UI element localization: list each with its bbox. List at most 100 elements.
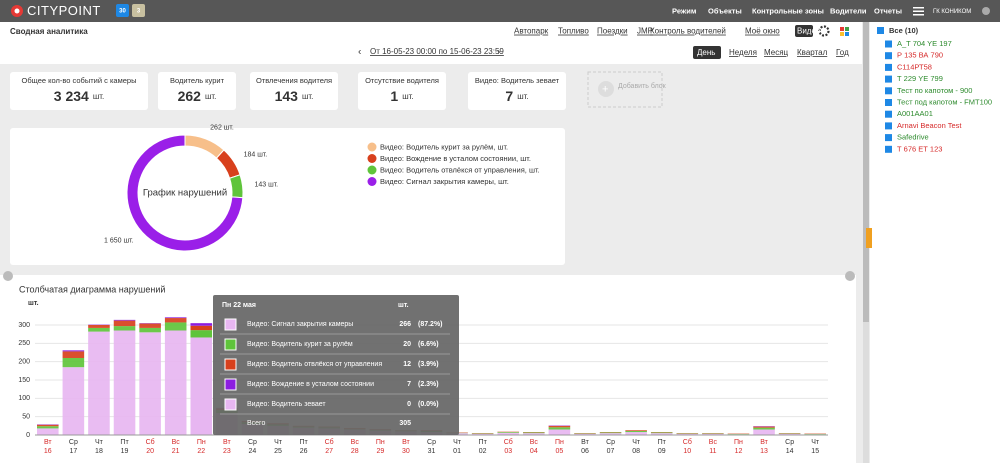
vehicle-name[interactable]: Т 229 YE 799 <box>897 74 943 83</box>
x-tick-day: 21 <box>172 448 180 455</box>
donut-segment <box>230 175 243 198</box>
checkbox[interactable] <box>885 76 892 83</box>
x-tick-weekday: Вс <box>351 439 360 446</box>
tooltip-value: 20 <box>403 341 411 348</box>
panel-menu[interactable] <box>3 271 13 281</box>
donut-value-label: 184 шт. <box>244 152 268 159</box>
tab[interactable]: Поездки <box>597 27 628 36</box>
x-tick-weekday: Вт <box>44 439 52 446</box>
checkbox[interactable] <box>885 64 892 71</box>
apps-icon[interactable] <box>845 32 849 36</box>
period-option[interactable]: Месяц <box>764 48 789 57</box>
nav-item[interactable]: Отчеты <box>874 6 902 15</box>
sidebar-all[interactable]: Все (10) <box>889 26 919 35</box>
x-tick-day: 24 <box>249 448 257 455</box>
checkbox[interactable] <box>877 27 884 34</box>
kpi-label: Водитель курит <box>170 76 225 85</box>
donut-value-label: 262 шт. <box>210 125 234 132</box>
apps-icon[interactable] <box>845 27 849 31</box>
period-option[interactable]: Неделя <box>729 48 757 57</box>
legend-label: Видео: Водитель курит за рулём, шт. <box>380 142 508 151</box>
kpi-unit: шт. <box>402 92 413 101</box>
bar-segment <box>139 324 161 328</box>
user-name[interactable]: ГК КОНИКОМ <box>933 9 971 15</box>
tab[interactable]: Автопарк <box>514 27 549 36</box>
tab[interactable]: Моё окно <box>745 27 780 36</box>
x-tick-day: 08 <box>632 448 640 455</box>
kpi-label: Отвлечения водителя <box>256 76 332 85</box>
tab[interactable]: Топливо <box>558 27 589 36</box>
vehicle-name[interactable]: Safedrive <box>897 133 929 142</box>
vehicle-name[interactable]: Arnavi Beacon Test <box>897 121 962 130</box>
apps-icon[interactable] <box>840 32 844 36</box>
vehicle-name[interactable]: Тест по капотом - 900 <box>897 86 972 95</box>
tooltip-series: Видео: Вождение в усталом состоянии <box>247 381 374 388</box>
tab[interactable]: Контроль водителей <box>650 27 726 36</box>
period-option[interactable]: Год <box>836 48 849 57</box>
vehicle-name[interactable]: A001AA01 <box>897 109 933 118</box>
nav-item[interactable]: Контрольные зоны <box>752 6 824 15</box>
x-tick-day: 26 <box>300 448 308 455</box>
vehicle-name[interactable]: A_T 704 YE 197 <box>897 39 952 48</box>
scrollbar-thumb[interactable] <box>863 22 869 322</box>
kpi-number: 262 <box>178 88 202 104</box>
nav-item[interactable]: Водители <box>830 6 867 15</box>
checkbox[interactable] <box>885 99 892 106</box>
tooltip-total: 305 <box>399 420 411 427</box>
next-arrow[interactable]: › <box>497 47 500 58</box>
checkbox[interactable] <box>885 111 892 118</box>
tooltip-pct: (0.0%) <box>418 401 439 408</box>
x-tick-day: 22 <box>197 448 205 455</box>
bar-segment <box>549 427 571 429</box>
nav-item[interactable]: Режим <box>672 6 697 15</box>
vehicle-name[interactable]: Р 135 ВА 790 <box>897 51 943 60</box>
bar-segment <box>753 428 775 430</box>
tooltip-series: Видео: Сигнал закрытия камеры <box>247 321 353 328</box>
nav-item[interactable]: Объекты <box>708 6 742 15</box>
kpi-number: 7 <box>505 88 513 104</box>
x-tick-weekday: Сб <box>146 438 155 446</box>
bar-segment <box>139 328 161 332</box>
x-tick-day: 18 <box>95 448 103 455</box>
vehicle-name[interactable]: Тест под капотом - FMT100 <box>897 97 992 106</box>
bar-segment <box>139 332 161 435</box>
x-tick-weekday: Сб <box>683 438 692 446</box>
date-range[interactable]: От 16-05-23 00:00 по 15-06-23 23:59 <box>370 47 504 56</box>
tooltip-pct: (6.6%) <box>418 341 439 348</box>
period-option[interactable]: Квартал <box>797 48 828 57</box>
checkbox[interactable] <box>885 41 892 48</box>
user-icon[interactable] <box>982 7 990 15</box>
x-tick-weekday: Вс <box>709 439 718 446</box>
checkbox[interactable] <box>885 52 892 59</box>
x-tick-weekday: Пн <box>734 439 743 446</box>
bar-segment <box>37 426 59 428</box>
tooltip-series: Видео: Водитель курит за рулём <box>247 341 353 348</box>
x-tick-weekday: Пт <box>658 439 667 446</box>
vehicle-name[interactable]: Т 676 ЕТ 123 <box>897 144 942 153</box>
tab[interactable]: Видео <box>797 27 821 36</box>
x-tick-weekday: Сб <box>325 438 334 446</box>
kpi-number: 3 234 <box>54 88 89 104</box>
prev-arrow[interactable]: ‹ <box>358 47 361 58</box>
x-tick-day: 17 <box>69 448 77 455</box>
checkbox[interactable] <box>885 122 892 129</box>
checkbox[interactable] <box>885 146 892 153</box>
bar-segment <box>190 323 212 326</box>
donut-value-label: 1 650 шт. <box>104 237 134 244</box>
kpi-unit: шт. <box>517 92 528 101</box>
kpi-number: 143 <box>275 88 299 104</box>
vehicle-name[interactable]: С114РТ58 <box>897 62 932 71</box>
checkbox[interactable] <box>885 134 892 141</box>
logo-dot <box>15 9 20 14</box>
bar-segment <box>549 426 571 427</box>
x-tick-day: 15 <box>811 448 819 455</box>
apps-icon[interactable] <box>840 27 844 31</box>
bar-segment <box>88 325 110 328</box>
bar-segment <box>63 358 85 367</box>
add-block-label[interactable]: Добавить блок <box>618 82 667 90</box>
panel-close[interactable] <box>845 271 855 281</box>
menu-icon[interactable] <box>913 7 924 16</box>
period-option[interactable]: День <box>697 48 715 57</box>
splitter-handle[interactable] <box>866 228 872 248</box>
checkbox[interactable] <box>885 87 892 94</box>
